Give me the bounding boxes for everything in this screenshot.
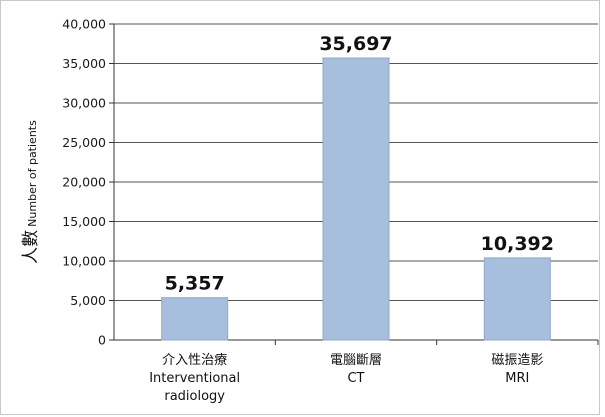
y-tick-label: 30,000 — [62, 96, 106, 111]
y-axis-label-cjk: 人數 — [21, 230, 41, 264]
y-tick-label: 10,000 — [62, 254, 106, 269]
data-label: 10,392 — [481, 233, 554, 255]
y-tick-label: 0 — [98, 333, 106, 348]
x-tick-label-line: Interventional — [149, 371, 240, 386]
x-tick-label-line: radiology — [164, 389, 225, 404]
data-label: 35,697 — [319, 33, 392, 55]
x-tick-label: 介入性治療 Interventional radiology — [149, 353, 240, 404]
x-tick-label-line: 介入性治療 — [162, 353, 227, 368]
y-tick-label: 25,000 — [62, 135, 106, 150]
y-tick-label: 5,000 — [70, 293, 106, 308]
x-tick-label: 電腦斷層 CT — [330, 353, 382, 386]
x-tick-label-line: 磁振造影 — [491, 353, 543, 368]
bar — [322, 57, 390, 341]
x-tick-label-line: CT — [347, 371, 364, 386]
y-tick-label: 15,000 — [62, 214, 106, 229]
x-tick-label-line: 電腦斷層 — [330, 353, 382, 368]
y-axis-title: 人數 Number of patients — [21, 120, 41, 264]
y-tick-label: 20,000 — [62, 175, 106, 190]
y-tick-label: 35,000 — [62, 56, 106, 71]
y-axis-label: 人數 Number of patients — [21, 120, 41, 264]
x-tick-label-line: MRI — [505, 371, 529, 386]
y-tick-label: 40,000 — [62, 17, 106, 32]
bar — [483, 257, 551, 341]
y-axis-label-en: Number of patients — [26, 120, 39, 227]
x-tick-label: 磁振造影 MRI — [491, 353, 543, 386]
bar — [161, 297, 229, 341]
data-label: 5,357 — [165, 273, 225, 295]
